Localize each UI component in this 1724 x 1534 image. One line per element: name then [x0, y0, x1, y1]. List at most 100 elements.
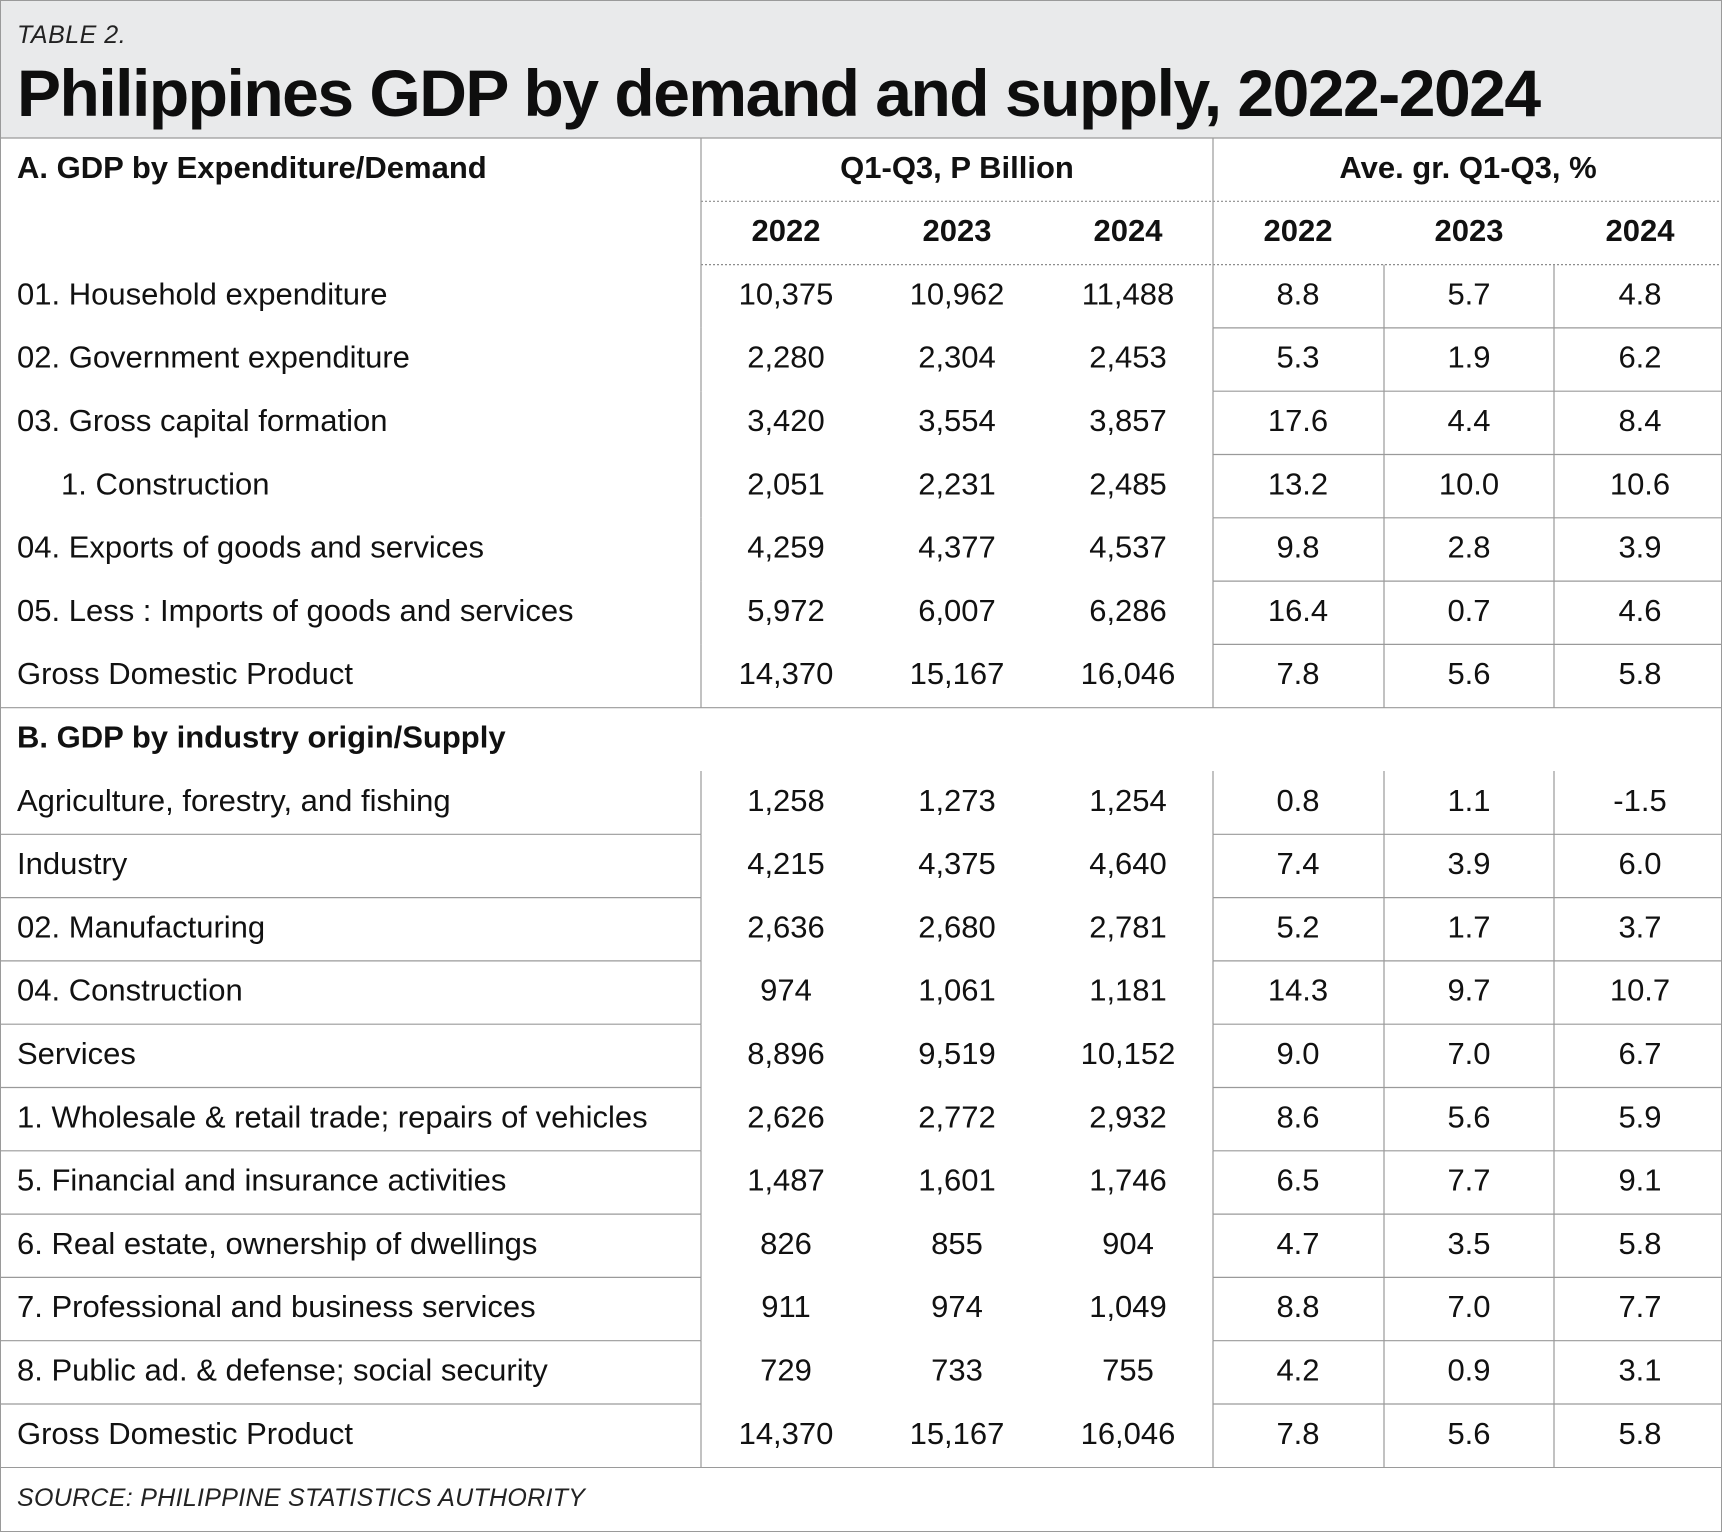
table-cell: 10,375: [739, 276, 834, 311]
section-b-row-label: Services: [17, 1036, 136, 1071]
table-cell: -1.5: [1613, 783, 1666, 818]
table-cell: 2.8: [1447, 530, 1490, 565]
table-cell: 0.7: [1447, 593, 1490, 628]
table-cell: 904: [1102, 1226, 1154, 1261]
table-cell: 2,485: [1089, 466, 1167, 501]
table-cell: 0.9: [1447, 1353, 1490, 1388]
table-cell: 1.1: [1447, 783, 1490, 818]
table-cell: 1,273: [918, 783, 996, 818]
table-cell: 8.6: [1276, 1099, 1319, 1134]
table-cell: 7.0: [1447, 1036, 1490, 1071]
table-cell: 6,007: [918, 593, 996, 628]
table-cell: 974: [931, 1289, 983, 1324]
table-cell: 1,254: [1089, 783, 1167, 818]
table-cell: 15,167: [910, 656, 1005, 691]
table-cell: 2,304: [918, 340, 996, 375]
table-cell: 4.7: [1276, 1226, 1319, 1261]
section-b-row-label: 5. Financial and insurance activities: [17, 1163, 506, 1198]
table-cell: 974: [760, 973, 812, 1008]
table-cell: 2,280: [747, 340, 825, 375]
table-cell: 16,046: [1081, 656, 1176, 691]
table-cell: 14.3: [1268, 973, 1328, 1008]
table-cell: 7.8: [1276, 1416, 1319, 1451]
table-cell: 11,488: [1082, 276, 1175, 311]
table-cell: 2,772: [918, 1099, 996, 1134]
table-cell: 8.8: [1276, 276, 1319, 311]
table-cell: 6.7: [1618, 1036, 1661, 1071]
table-cell: 8.8: [1276, 1289, 1319, 1324]
table-cell: 1,746: [1089, 1163, 1167, 1198]
table-cell: 911: [761, 1289, 810, 1324]
table-cell: 9,519: [918, 1036, 996, 1071]
table-cell: 1,601: [918, 1163, 996, 1198]
table-cell: 733: [931, 1353, 983, 1388]
table-cell: 3.1: [1618, 1353, 1661, 1388]
table-cell: 4,215: [747, 846, 825, 881]
section-a-row-label: 1. Construction: [61, 466, 270, 501]
table-cell: 7.8: [1276, 656, 1319, 691]
section-b-row-label: Industry: [17, 846, 128, 881]
table-cell: 5.8: [1618, 1416, 1661, 1451]
table-cell: 16.4: [1268, 593, 1328, 628]
table-cell: 17.6: [1268, 403, 1328, 438]
section-a-row-label: 02. Government expenditure: [17, 340, 410, 375]
table-cell: 10.7: [1610, 973, 1670, 1008]
year-header: 2024: [1606, 213, 1676, 248]
table-cell: 1,258: [747, 783, 825, 818]
table-cell: 1.9: [1447, 340, 1490, 375]
table-cell: 5.7: [1447, 276, 1490, 311]
table-cell: 9.1: [1618, 1163, 1661, 1198]
section-a-row-label: 03. Gross capital formation: [17, 403, 387, 438]
table-cell: 2,626: [747, 1099, 825, 1134]
year-header: 2023: [923, 213, 992, 248]
table-cell: 9.0: [1276, 1036, 1319, 1071]
table-cell: 8.4: [1618, 403, 1661, 438]
table-cell: 4,537: [1089, 530, 1167, 565]
table-cell: 3,554: [918, 403, 996, 438]
table-cell: 9.8: [1276, 530, 1319, 565]
table-cell: 3.5: [1447, 1226, 1490, 1261]
table-cell: 6.5: [1276, 1163, 1319, 1198]
year-header: 2023: [1435, 213, 1504, 248]
table-cell: 2,932: [1089, 1099, 1167, 1134]
section-b-row-label: 7. Professional and business services: [17, 1289, 536, 1324]
table-cell: 826: [760, 1226, 812, 1261]
table-cell: 8,896: [747, 1036, 825, 1071]
table-footer: SOURCE: PHILIPPINE STATISTICS AUTHORITY: [1, 1467, 1721, 1531]
table-cell: 4,640: [1089, 846, 1167, 881]
table-cell: 5.2: [1276, 909, 1319, 944]
table-cell: 10,962: [910, 276, 1005, 311]
table-cell: 15,167: [910, 1416, 1005, 1451]
table-cell: 4.8: [1618, 276, 1661, 311]
table-cell: 2,680: [918, 909, 996, 944]
table-cell: 14,370: [739, 656, 834, 691]
table-cell: 6.2: [1618, 340, 1661, 375]
table-header: TABLE 2. Philippines GDP by demand and s…: [1, 1, 1721, 138]
table-cell: 5.6: [1447, 1416, 1490, 1451]
table-cell: 14,370: [739, 1416, 834, 1451]
table-cell: 3,420: [747, 403, 825, 438]
section-b-heading: B. GDP by industry origin/Supply: [17, 720, 506, 755]
section-b-row-label: 04. Construction: [17, 973, 243, 1008]
section-a-row-label: 04. Exports of goods and services: [17, 530, 484, 565]
table-cell: 2,051: [747, 466, 825, 501]
table-cell: 3.9: [1447, 846, 1490, 881]
table-cell: 7.7: [1447, 1163, 1490, 1198]
table-cell: 4,259: [747, 530, 825, 565]
table-cell: 6,286: [1089, 593, 1167, 628]
table-cell: 9.7: [1447, 973, 1490, 1008]
year-header: 2022: [752, 213, 821, 248]
table-cell: 1,049: [1089, 1289, 1167, 1324]
table-cell: 4,375: [918, 846, 996, 881]
table-cell: 855: [931, 1226, 983, 1261]
section-b-row-label: 02. Manufacturing: [17, 909, 265, 944]
table-cell: 10.0: [1439, 466, 1499, 501]
table-cell: 755: [1102, 1353, 1154, 1388]
table-cell: 3.9: [1618, 530, 1661, 565]
table-cell: 5.8: [1618, 656, 1661, 691]
table-cell: 0.8: [1276, 783, 1319, 818]
table-cell: 16,046: [1081, 1416, 1176, 1451]
section-a-row-label: 01. Household expenditure: [17, 276, 388, 311]
group-header-levels: Q1-Q3, P Billion: [840, 150, 1074, 185]
